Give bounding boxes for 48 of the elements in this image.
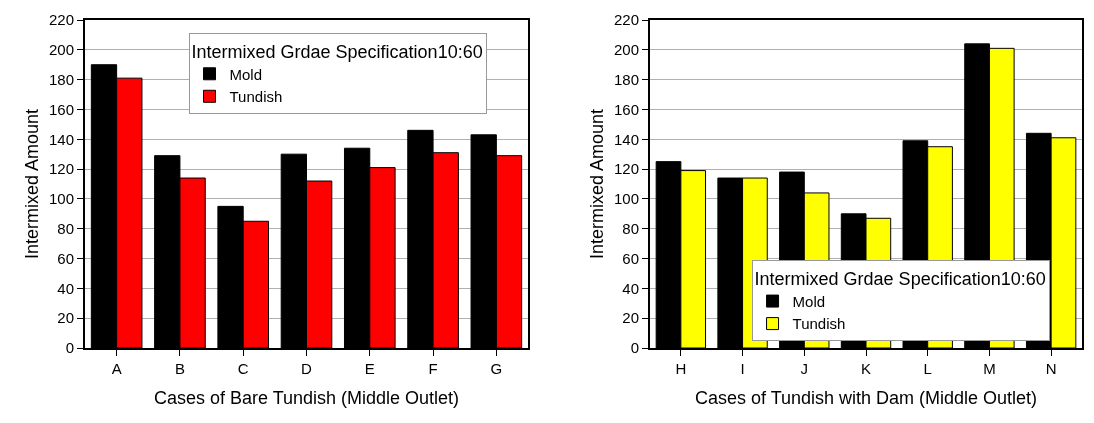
- x-tick-label: N: [1045, 360, 1057, 377]
- y-tick-label: 20: [57, 309, 74, 327]
- legend-label: Tundish: [229, 88, 283, 106]
- x-tick-label: L: [923, 360, 932, 377]
- y-tick-label: 0: [630, 339, 639, 357]
- x-tick-label: K: [860, 360, 872, 377]
- x-tick-label: F: [428, 360, 438, 377]
- y-tick-label: 180: [613, 70, 639, 88]
- legend-label: Mold: [229, 65, 263, 83]
- y-tick-label: 40: [622, 279, 639, 297]
- y-tick-label: 120: [613, 160, 639, 178]
- y-tick-label: 200: [48, 41, 74, 59]
- x-axis-title: Cases of Bare Tundish (Middle Outlet): [153, 387, 460, 408]
- x-tick-label: B: [174, 360, 185, 377]
- y-tick-label: 60: [622, 249, 639, 267]
- y-tick-label: 80: [622, 219, 639, 237]
- x-tick-label: I: [740, 360, 745, 377]
- legend-label: Mold: [792, 292, 826, 310]
- y-tick-label: 60: [57, 249, 74, 267]
- y-axis-title: Intermixed Amount: [22, 108, 42, 260]
- x-tick-label: E: [364, 360, 375, 377]
- y-tick-label: 220: [613, 11, 639, 29]
- y-tick-label: 120: [48, 160, 74, 178]
- x-tick-label: D: [301, 360, 313, 377]
- x-tick-label: M: [983, 360, 996, 377]
- x-tick-label: G: [490, 360, 503, 377]
- y-tick-label: 200: [613, 41, 639, 59]
- y-tick-label: 20: [622, 309, 639, 327]
- legend-label: Tundish: [792, 315, 846, 333]
- y-tick-label: 100: [613, 190, 639, 208]
- y-tick-label: 180: [48, 70, 74, 88]
- y-tick-label: 160: [613, 100, 639, 118]
- x-tick-label: J: [800, 360, 809, 377]
- y-tick-label: 140: [48, 130, 74, 148]
- x-tick-label: C: [237, 360, 249, 377]
- y-tick-label: 40: [57, 279, 74, 297]
- y-tick-label: 80: [57, 219, 74, 237]
- x-tick-label: H: [675, 360, 687, 377]
- y-tick-label: 100: [48, 190, 74, 208]
- y-tick-label: 160: [48, 100, 74, 118]
- legend-title: Intermixed Grdae Specification10:60: [754, 268, 1046, 289]
- y-axis-title: Intermixed Amount: [587, 108, 607, 260]
- x-tick-label: A: [111, 360, 122, 377]
- y-tick-label: 0: [65, 339, 74, 357]
- x-axis-title: Cases of Tundish with Dam (Middle Outlet): [694, 387, 1038, 408]
- y-tick-label: 220: [48, 11, 74, 29]
- legend-title: Intermixed Grdae Specification10:60: [191, 41, 483, 62]
- y-tick-label: 140: [613, 130, 639, 148]
